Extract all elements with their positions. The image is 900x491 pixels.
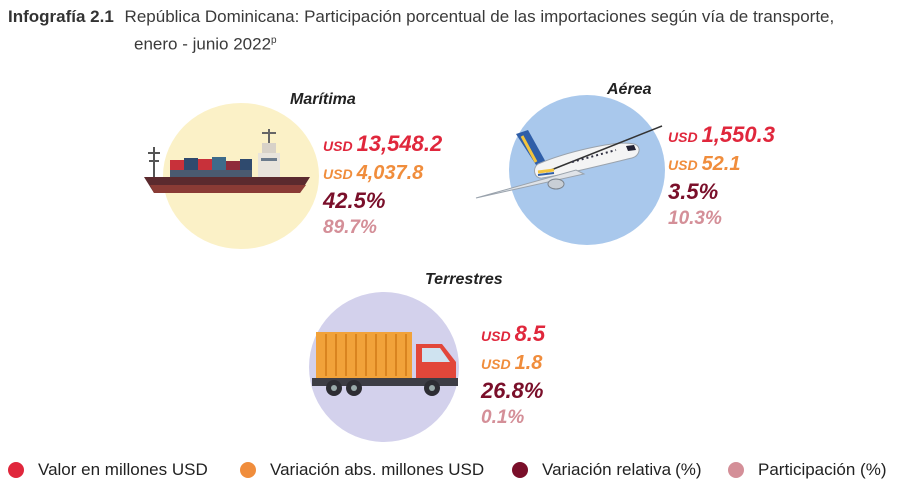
- maritima-stats: USD 13,548.2 USD 4,037.8 42.5% 89.7%: [323, 130, 442, 241]
- legend-dot-icon: [512, 462, 528, 478]
- maritima-participacion: 89.7%: [323, 217, 377, 238]
- legend-dot-icon: [8, 462, 24, 478]
- terrestres-variacion-abs: USD 1.8: [481, 352, 543, 374]
- cargo-ship-icon: [144, 129, 310, 193]
- aerea-valor: USD 1,550.3: [668, 122, 775, 147]
- aerea-title: Aérea: [607, 81, 652, 98]
- maritima-title: Marítima: [290, 91, 356, 108]
- legend-label-variacion-rel-unit: (%): [675, 460, 702, 479]
- legend-item-valor: Valor en millones USD: [8, 460, 208, 480]
- infographic-header: Infografía 2.1 República Dominicana: Par…: [8, 5, 898, 57]
- maritima-variacion-rel: 42.5%: [323, 188, 386, 213]
- preliminary-mark: p: [271, 35, 277, 46]
- maritima-variacion-abs: USD 4,037.8: [323, 162, 424, 184]
- cargo-truck-icon: [312, 332, 458, 396]
- infographic-label: Infografía 2.1: [8, 7, 114, 26]
- legend-dot-icon: [240, 462, 256, 478]
- terrestres-variacion-rel: 26.8%: [481, 378, 544, 403]
- terrestres-stats: USD 8.5 USD 1.8 26.8% 0.1%: [481, 320, 545, 431]
- aerea-variacion-abs: USD 52.1: [668, 153, 741, 175]
- maritima-valor: USD 13,548.2: [323, 131, 443, 156]
- aerea-stats: USD 1,550.3 USD 52.1 3.5% 10.3%: [668, 121, 775, 232]
- infographic-title: República Dominicana: Participación porc…: [124, 7, 835, 26]
- terrestres-valor: USD 8.5: [481, 321, 546, 346]
- legend-dot-icon: [728, 462, 744, 478]
- legend-label-participacion: Participación (%): [758, 460, 887, 479]
- infographic-period: enero - junio 2022: [134, 34, 272, 54]
- aerea-variacion-rel: 3.5%: [668, 179, 719, 204]
- legend-label-variacion-rel: Variación relativa: [542, 460, 672, 479]
- aerea-participacion: 10.3%: [668, 208, 722, 229]
- terrestres-participacion: 0.1%: [481, 407, 525, 428]
- terrestres-title: Terrestres: [425, 271, 503, 288]
- legend: Valor en millones USD Variación abs. mil…: [8, 460, 898, 486]
- airplane-icon: [475, 125, 663, 199]
- legend-label-valor: Valor en millones USD: [38, 460, 208, 479]
- header-line-1: Infografía 2.1 República Dominicana: Par…: [8, 5, 898, 29]
- header-line-2: enero - junio 2022p: [8, 29, 898, 57]
- legend-item-variacion-abs: Variación abs. millones USD: [240, 460, 484, 480]
- legend-label-variacion-abs: Variación abs. millones USD: [270, 460, 485, 479]
- legend-item-participacion: Participación (%): [728, 460, 887, 480]
- legend-item-variacion-rel: Variación relativa (%): [512, 460, 702, 480]
